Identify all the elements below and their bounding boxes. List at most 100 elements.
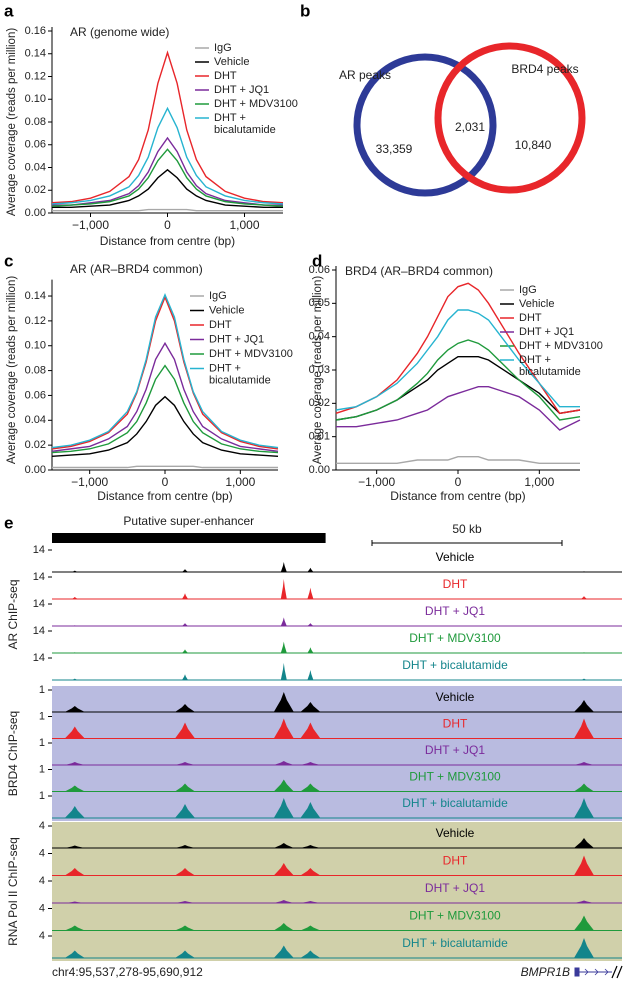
- y-tick-label: 0.12: [25, 315, 46, 327]
- legend-label: DHT + MDV3100: [214, 98, 298, 110]
- set-label: BRD4 peaks: [511, 62, 578, 76]
- signal-peak: [182, 674, 188, 680]
- track-scale: 4: [39, 902, 45, 914]
- track-scale: 4: [39, 847, 45, 859]
- panel-letter: b: [300, 1, 310, 20]
- signal-peak: [64, 901, 85, 903]
- y-tick-label: 0.06: [309, 264, 330, 276]
- x-tick-label: 1,000: [225, 475, 255, 489]
- chart-title: BRD4 (AR–BRD4 common): [345, 264, 493, 278]
- legend-label: DHT: [519, 312, 542, 324]
- y-tick-label: 0.08: [25, 364, 46, 376]
- series-line: [52, 208, 283, 212]
- group-background: [52, 546, 622, 683]
- track-scale: 14: [33, 652, 45, 664]
- series-line: [52, 465, 278, 469]
- track-label: DHT: [443, 854, 468, 868]
- signal-peak: [300, 925, 321, 931]
- series-line: [51, 395, 279, 458]
- x-axis-label: Distance from centre (bp): [390, 489, 525, 503]
- signal-peak: [280, 617, 287, 626]
- set-circle: [434, 42, 586, 194]
- signal-peak: [182, 649, 188, 653]
- signal-peak: [574, 855, 594, 876]
- group-background: [52, 686, 622, 821]
- y-axis-label: Average coverage (reads per million): [6, 276, 18, 465]
- track-label: DHT + JQ1: [425, 743, 485, 757]
- super-enhancer-bar: [52, 533, 326, 543]
- y-tick-label: 0.00: [25, 464, 46, 476]
- y-tick-label: 0.06: [25, 139, 46, 151]
- group-label: AR ChIP-seq: [6, 579, 20, 649]
- count-label: 10,840: [515, 138, 552, 152]
- track-label: DHT + bicalutamide: [402, 658, 508, 672]
- chart-title: AR (genome wide): [70, 25, 169, 39]
- legend-label: DHT + bicalutamide: [519, 354, 581, 378]
- signal-peak: [273, 863, 294, 876]
- signal-peak: [64, 762, 85, 765]
- signal-peak: [300, 783, 321, 792]
- y-tick-label: 0.02: [25, 184, 46, 196]
- track-scale: 1: [39, 737, 45, 749]
- signal-peak: [574, 783, 594, 792]
- y-axis-label: Average coverage (reads per million): [6, 28, 18, 217]
- x-axis-label: Distance from centre (bp): [97, 489, 232, 503]
- signal-peak: [581, 678, 587, 680]
- track-label: DHT + MDV3100: [409, 770, 501, 784]
- panel-letter: a: [4, 1, 14, 20]
- x-tick-label: 1,000: [524, 475, 554, 489]
- signal-peak: [64, 726, 85, 739]
- scale-bar-label: 50 kb: [452, 522, 482, 536]
- signal-peak: [273, 798, 294, 818]
- signal-peak: [175, 783, 195, 792]
- region-label: chr4:95,537,278-95,690,912: [52, 965, 203, 979]
- track-scale: 1: [39, 710, 45, 722]
- track-scale: 4: [39, 875, 45, 887]
- signal-peak: [273, 923, 294, 931]
- series-line: [51, 106, 284, 205]
- track-scale: 1: [39, 684, 45, 696]
- track-scale: 4: [39, 820, 45, 832]
- track-label: DHT: [443, 717, 468, 731]
- signal-peak: [300, 901, 321, 903]
- x-tick-label: −1,000: [71, 475, 108, 489]
- y-tick-label: 0.08: [25, 116, 46, 128]
- signal-peak: [175, 901, 195, 903]
- y-tick-label: 0.00: [25, 207, 46, 219]
- track-label: DHT: [443, 577, 468, 591]
- series-line: [335, 309, 580, 411]
- series-line: [51, 50, 284, 204]
- x-tick-label: 0: [455, 475, 462, 489]
- y-tick-label: 0.04: [25, 414, 46, 426]
- series-line: [335, 339, 581, 421]
- legend-label: DHT + bicalutamide: [209, 362, 271, 386]
- signal-peak: [273, 779, 294, 792]
- x-tick-label: −1,000: [72, 218, 109, 232]
- signal-peak: [574, 798, 594, 818]
- set-circle: [353, 53, 497, 197]
- signal-peak: [300, 845, 321, 848]
- y-tick-label: 0.16: [25, 25, 46, 37]
- series-line: [51, 148, 284, 207]
- set-label: AR peaks: [339, 68, 391, 82]
- track-label: DHT + bicalutamide: [402, 796, 508, 810]
- signal-peak: [175, 704, 195, 712]
- signal-peak: [307, 670, 314, 680]
- track-label: Vehicle: [436, 550, 475, 564]
- signal-peak: [64, 950, 85, 958]
- signal-peak: [71, 625, 78, 626]
- signal-peak: [581, 652, 587, 653]
- x-axis-label: Distance from centre (bp): [100, 234, 235, 248]
- gene-label: BMPR1B: [521, 965, 570, 979]
- legend-label: DHT + bicalutamide: [214, 112, 276, 136]
- signal-peak: [581, 571, 587, 572]
- y-tick-label: 0.04: [309, 331, 330, 343]
- y-tick-label: 0.02: [309, 397, 330, 409]
- count-label: 2,031: [455, 120, 485, 134]
- legend-label: DHT + JQ1: [209, 333, 264, 345]
- y-tick-label: 0.10: [25, 93, 46, 105]
- track-scale: 1: [39, 763, 45, 775]
- signal-peak: [64, 706, 85, 712]
- group-label: BRD4 ChIP-seq: [6, 711, 20, 796]
- legend-label: DHT + JQ1: [519, 326, 574, 338]
